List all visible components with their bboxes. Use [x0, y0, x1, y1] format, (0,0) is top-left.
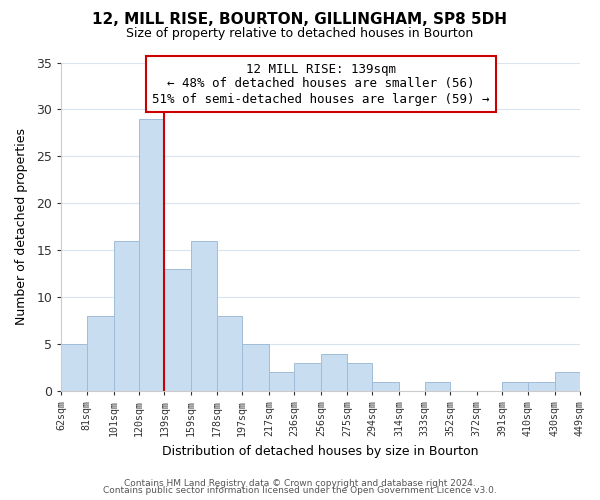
Bar	[528, 382, 554, 391]
Bar	[372, 382, 399, 391]
Bar	[425, 382, 450, 391]
Bar	[295, 363, 321, 391]
Bar	[321, 354, 347, 391]
Y-axis label: Number of detached properties: Number of detached properties	[15, 128, 28, 326]
Bar	[164, 269, 191, 391]
Bar	[191, 241, 217, 391]
Text: 12 MILL RISE: 139sqm
← 48% of detached houses are smaller (56)
51% of semi-detac: 12 MILL RISE: 139sqm ← 48% of detached h…	[152, 62, 490, 106]
X-axis label: Distribution of detached houses by size in Bourton: Distribution of detached houses by size …	[163, 444, 479, 458]
Text: Contains public sector information licensed under the Open Government Licence v3: Contains public sector information licen…	[103, 486, 497, 495]
Bar	[269, 372, 295, 391]
Bar	[347, 363, 372, 391]
Bar	[217, 316, 242, 391]
Bar	[113, 241, 139, 391]
Bar	[554, 372, 580, 391]
Bar	[242, 344, 269, 391]
Bar	[139, 119, 164, 391]
Text: Contains HM Land Registry data © Crown copyright and database right 2024.: Contains HM Land Registry data © Crown c…	[124, 478, 476, 488]
Text: 12, MILL RISE, BOURTON, GILLINGHAM, SP8 5DH: 12, MILL RISE, BOURTON, GILLINGHAM, SP8 …	[92, 12, 508, 28]
Bar	[87, 316, 113, 391]
Bar	[61, 344, 87, 391]
Bar	[502, 382, 528, 391]
Text: Size of property relative to detached houses in Bourton: Size of property relative to detached ho…	[127, 28, 473, 40]
